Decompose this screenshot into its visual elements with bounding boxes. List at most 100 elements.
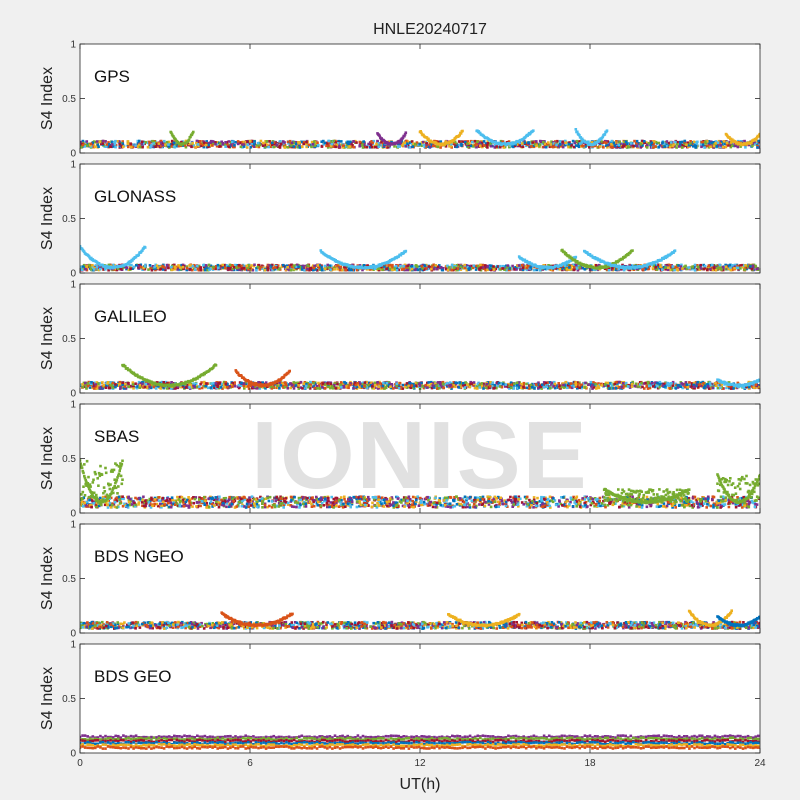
figure-title: HNLE20240717 — [373, 21, 487, 38]
data-point — [149, 146, 152, 149]
data-point — [453, 264, 457, 268]
data-point — [555, 139, 559, 143]
data-point — [693, 144, 697, 147]
data-point — [391, 268, 394, 272]
data-point — [556, 144, 560, 148]
data-point — [484, 264, 487, 267]
data-point — [719, 140, 723, 143]
arc-point — [573, 259, 577, 262]
arc-point — [511, 142, 515, 146]
data-point — [742, 264, 746, 267]
data-point — [519, 268, 522, 271]
data-point — [653, 140, 656, 143]
data-point — [351, 144, 354, 147]
data-point — [317, 381, 320, 385]
arc-point — [567, 254, 571, 257]
data-point — [645, 146, 649, 149]
data-point — [399, 142, 403, 145]
data-point — [651, 267, 655, 270]
data-point — [745, 265, 749, 268]
data-point — [374, 145, 377, 149]
data-point — [296, 145, 300, 149]
data-point — [715, 267, 719, 270]
data-point — [341, 146, 345, 149]
data-point — [427, 265, 431, 268]
panel-label: GLONASS — [94, 187, 176, 206]
data-point — [699, 267, 703, 270]
data-point — [634, 144, 637, 148]
data-point — [267, 266, 271, 269]
arc-point — [532, 129, 535, 132]
data-point — [521, 268, 525, 272]
data-point — [121, 140, 124, 143]
data-point — [170, 139, 174, 143]
data-point — [381, 268, 384, 272]
data-point — [432, 263, 435, 267]
data-point — [743, 139, 746, 143]
data-point — [613, 144, 617, 147]
data-point — [311, 143, 315, 146]
data-point — [265, 140, 269, 143]
data-point — [490, 264, 493, 268]
data-point — [211, 140, 215, 143]
data-point — [336, 267, 339, 271]
data-point — [674, 140, 677, 144]
data-point — [524, 386, 527, 390]
data-point — [702, 141, 705, 144]
data-point — [572, 145, 576, 149]
data-point — [592, 381, 595, 384]
data-point — [188, 142, 191, 146]
data-point — [158, 268, 162, 271]
data-point — [646, 143, 649, 147]
data-point — [81, 143, 85, 147]
data-point — [276, 264, 280, 267]
data-point — [673, 268, 676, 272]
data-point — [590, 268, 594, 271]
data-point — [415, 265, 419, 268]
data-point — [209, 141, 212, 144]
data-point — [105, 143, 109, 146]
data-point — [261, 141, 265, 145]
arc-point — [319, 249, 323, 252]
data-point — [334, 145, 337, 149]
data-point — [461, 265, 465, 268]
data-point — [669, 268, 672, 272]
data-point — [159, 144, 163, 148]
data-point — [415, 141, 419, 144]
data-point — [112, 141, 116, 144]
data-point — [278, 144, 282, 148]
data-point — [671, 268, 674, 271]
data-point — [714, 140, 718, 143]
arc-point — [665, 255, 669, 259]
data-point — [619, 142, 622, 146]
data-point — [352, 140, 355, 143]
data-point — [127, 142, 130, 145]
data-point — [522, 139, 526, 143]
arc-point — [404, 131, 408, 134]
data-point — [211, 142, 215, 146]
data-point — [707, 265, 710, 269]
data-point — [251, 144, 254, 148]
data-point — [288, 265, 291, 268]
data-point — [326, 146, 330, 149]
data-point — [707, 140, 711, 143]
data-point — [156, 266, 160, 269]
arc-point — [603, 266, 607, 269]
data-point — [202, 145, 206, 149]
arc-point — [605, 129, 609, 132]
data-point — [189, 267, 192, 271]
data-point — [120, 144, 124, 148]
data-point — [621, 145, 624, 149]
data-point — [409, 268, 412, 272]
data-point — [506, 264, 510, 267]
data-point — [361, 268, 364, 272]
data-point — [455, 264, 459, 267]
data-point — [286, 146, 290, 149]
data-point — [295, 141, 298, 144]
data-point — [706, 144, 709, 148]
data-point — [305, 140, 308, 144]
data-point — [302, 142, 305, 146]
data-point — [327, 139, 331, 143]
arc-point — [739, 142, 743, 145]
data-point — [384, 264, 387, 267]
